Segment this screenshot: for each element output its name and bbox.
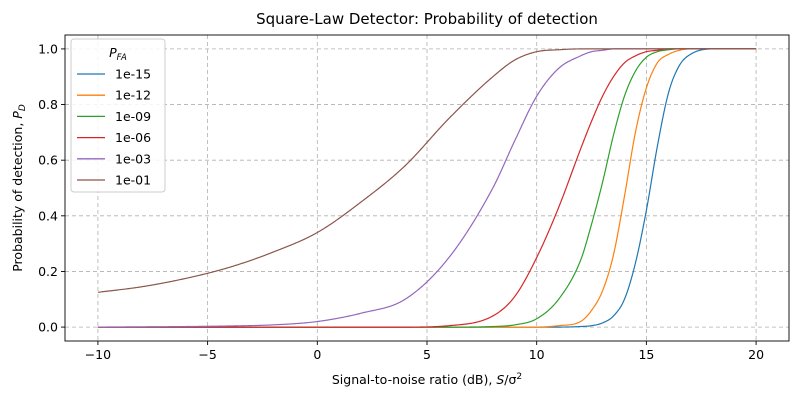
x-tick-label: 0 [313,347,321,362]
x-axis-label-superscript: 2 [516,372,522,382]
x-axis-label-symbol: S [496,372,504,387]
legend-label-1e-01: 1e-01 [115,173,151,188]
legend: PFA 1e-15 1e-12 1e-09 1e-06 1e-03 1e-01 [70,38,166,193]
y-tick-label: 0.6 [38,153,58,168]
series-line-1e-06 [97,48,757,328]
grid-layer [65,35,789,341]
series-line-1e-15 [97,48,757,328]
legend-label-1e-09: 1e-09 [115,109,151,124]
legend-title-subscript: FA [117,53,127,63]
x-tick-label: 5 [423,347,431,362]
chart-title: Square-Law Detector: Probability of dete… [256,10,598,28]
legend-title: PFA [109,45,127,63]
x-axis-label: Signal-to-noise ratio (dB), S/σ2 [332,372,522,387]
y-tick-label: 0.8 [38,97,58,112]
y-axis-label: Probability of detection, PD [10,104,28,272]
legend-label-1e-15: 1e-15 [115,67,151,82]
x-axis-label-text: Signal-to-noise ratio (dB), [332,372,496,387]
series-line-1e-12 [97,48,757,328]
y-tick-label: 0.2 [38,264,58,279]
x-tick-label: −10 [85,347,111,362]
series-line-1e-01 [97,48,757,293]
legend-label-1e-03: 1e-03 [115,151,151,166]
legend-entries: 1e-15 1e-12 1e-09 1e-06 1e-03 1e-01 [77,67,151,188]
legend-box [70,38,166,193]
series-layer [97,48,757,328]
x-tick-label: 15 [638,347,654,362]
y-axis-label-symbol: P [10,111,25,119]
series-line-1e-09 [97,48,757,328]
legend-title-symbol: P [109,45,117,60]
y-axis-label-subscript: D [18,104,28,111]
y-axis-label-text: Probability of detection, [10,119,25,272]
legend-label-1e-12: 1e-12 [115,88,151,103]
x-axis-label-sigma: /σ [504,372,516,387]
y-tick-label: 0.4 [38,208,58,223]
tick-layer: −10 −5 0 5 10 15 20 0.0 0.2 0.4 0.6 0.8 1.0 [38,41,764,362]
y-tick-label: 1.0 [38,41,58,56]
x-tick-label: 20 [748,347,764,362]
series-line-1e-03 [97,48,757,328]
x-tick-label: 10 [529,347,545,362]
legend-label-1e-06: 1e-06 [115,130,151,145]
y-tick-label: 0.0 [38,320,58,335]
x-tick-label: −5 [198,347,216,362]
